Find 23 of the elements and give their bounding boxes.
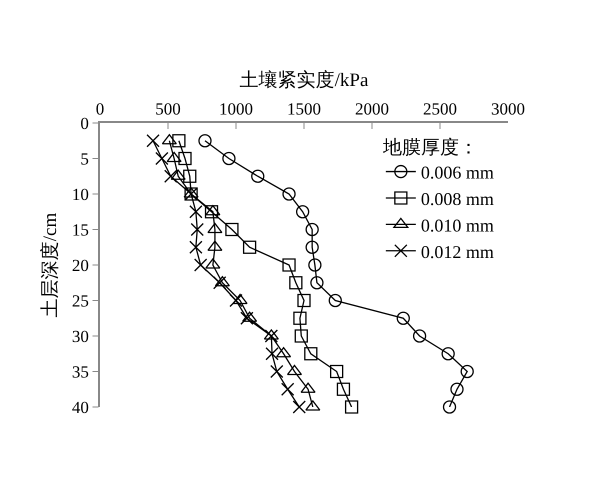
y-tick-label: 0: [80, 114, 89, 133]
y-tick-label: 30: [72, 326, 89, 346]
x-tick-label: 2000: [355, 99, 389, 118]
x-axis-title: 土壤紧实度/kPa: [240, 68, 369, 91]
x-tick-label: 1500: [287, 99, 321, 118]
legend-label: 0.012 mm: [420, 242, 494, 262]
y-tick-label: 15: [72, 220, 89, 240]
legend-title: 地膜厚度：: [382, 136, 478, 158]
y-tick-label: 35: [72, 362, 89, 382]
y-tick-label: 40: [72, 398, 89, 417]
x-tick-label: 500: [155, 99, 181, 118]
y-tick-label: 5: [80, 149, 89, 168]
y-axis-title: 土层深度/cm: [39, 212, 62, 318]
y-tick-label: 20: [72, 256, 89, 275]
y-tick-label: 10: [72, 184, 89, 204]
x-tick-label: 0: [96, 99, 104, 118]
legend-label: 0.008 mm: [420, 189, 494, 209]
x-tick-label: 2500: [423, 99, 457, 118]
x-tick-label: 1000: [219, 99, 253, 118]
legend-label: 0.006 mm: [420, 162, 494, 183]
x-tick-label: 3000: [491, 99, 525, 118]
y-tick-label: 25: [72, 291, 89, 310]
legend-label: 0.010 mm: [420, 215, 494, 236]
